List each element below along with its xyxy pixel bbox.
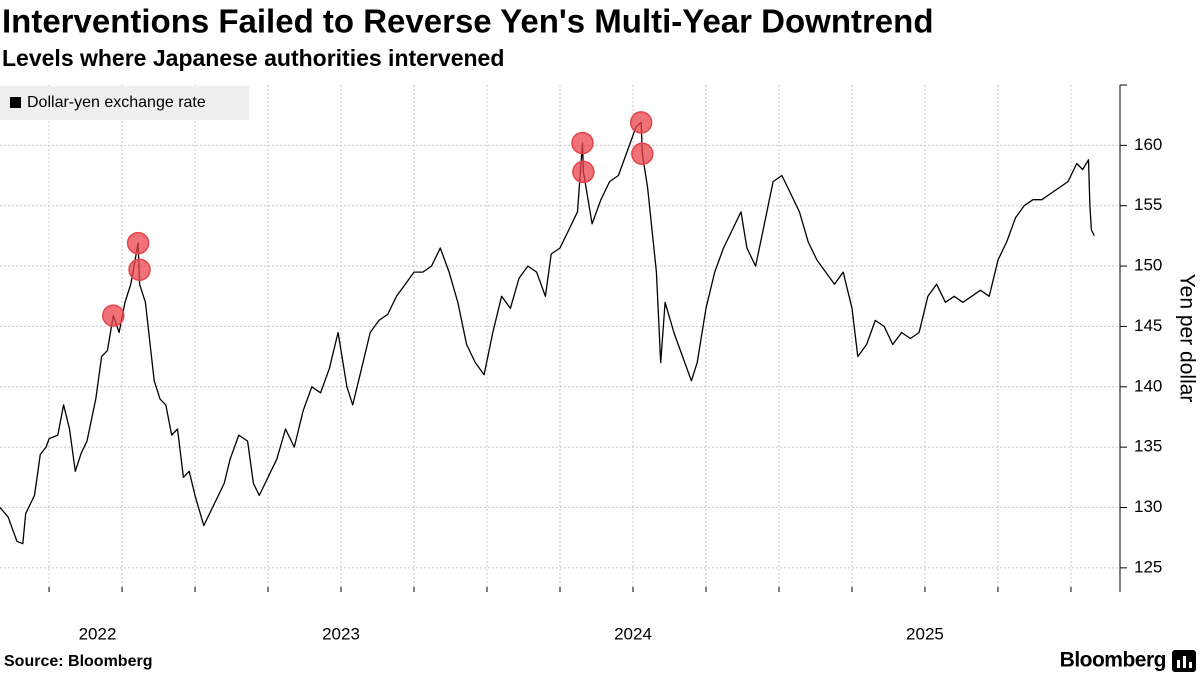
y-tick-label: 145 [1134, 316, 1162, 335]
y-tick-label: 135 [1134, 437, 1162, 456]
brand-icon-bar [1177, 660, 1180, 668]
brand-icon-bar [1183, 656, 1186, 668]
y-tick-label: 125 [1134, 557, 1162, 576]
y-tick-label: 140 [1134, 376, 1162, 395]
legend-box [0, 86, 249, 120]
intervention-marker [571, 131, 594, 155]
y-axis-title: Yen per dollar [1175, 274, 1198, 403]
intervention-marker [126, 231, 150, 255]
y-tick-label: 155 [1134, 195, 1162, 214]
brand: Bloomberg [1060, 649, 1166, 672]
x-tick-label: 2024 [614, 624, 652, 643]
legend-label: Dollar-yen exchange rate [27, 94, 206, 111]
legend-swatch [10, 97, 21, 108]
intervention-marker [128, 258, 151, 281]
chart-subtitle: Levels where Japanese authorities interv… [2, 45, 504, 71]
price-line [0, 121, 1095, 545]
intervention-marker [631, 142, 654, 166]
plot-area: 125 130 135 140 145 150 155 160 2022 2023 2024 2025 [0, 84, 1162, 643]
x-tick-label: 2022 [79, 624, 117, 643]
intervention-marker [629, 111, 653, 134]
source-note: Source: Bloomberg [4, 653, 152, 670]
intervention-marker [572, 160, 595, 184]
y-tick-label: 150 [1134, 256, 1162, 275]
y-tick-label: 130 [1134, 497, 1162, 516]
x-tick-label: 2025 [906, 624, 944, 643]
intervention-marker [102, 304, 125, 327]
y-tick-label: 160 [1134, 135, 1162, 154]
chart-title: Interventions Failed to Reverse Yen's Mu… [2, 3, 933, 40]
brand-icon-bar [1189, 662, 1192, 668]
legend: Dollar-yen exchange rate [0, 86, 249, 120]
x-tick-label: 2023 [322, 624, 360, 643]
